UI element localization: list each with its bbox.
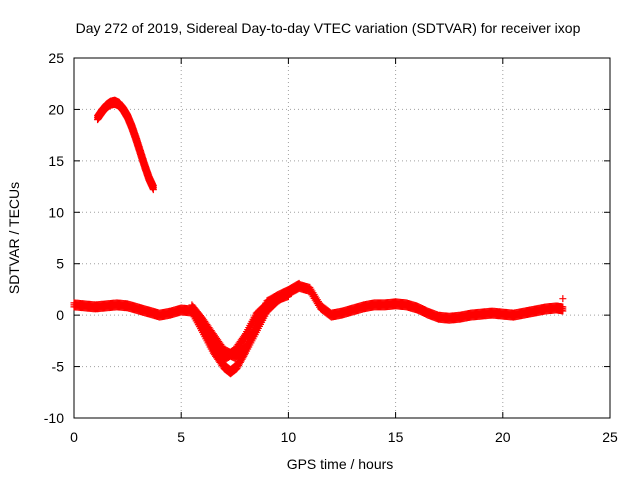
y-tick-label: 5 bbox=[56, 256, 64, 272]
y-tick-label: 10 bbox=[48, 204, 64, 220]
x-tick-label: 20 bbox=[495, 429, 511, 445]
data-series bbox=[70, 96, 567, 378]
y-tick-label: -10 bbox=[44, 410, 64, 426]
y-tick-label: 25 bbox=[48, 50, 64, 66]
x-tick-label: 10 bbox=[281, 429, 297, 445]
x-tick-label: 25 bbox=[602, 429, 618, 445]
y-tick-label: -5 bbox=[52, 359, 65, 375]
data-point bbox=[233, 365, 241, 373]
x-tick-label: 5 bbox=[177, 429, 185, 445]
y-axis-title: SDTVAR / TECUs bbox=[6, 182, 22, 294]
data-point bbox=[237, 357, 245, 365]
y-tick-label: 0 bbox=[56, 307, 64, 323]
data-point bbox=[236, 358, 244, 366]
data-point bbox=[559, 307, 567, 315]
x-tick-label: 0 bbox=[70, 429, 78, 445]
data-point bbox=[235, 361, 243, 369]
series-dip-variant-b bbox=[199, 289, 292, 364]
data-point bbox=[238, 355, 246, 363]
data-point bbox=[149, 186, 157, 194]
axis-ticks bbox=[73, 57, 611, 419]
x-tick-label: 15 bbox=[388, 429, 404, 445]
data-point bbox=[284, 293, 292, 301]
data-point bbox=[240, 335, 248, 343]
y-tick-label: 15 bbox=[48, 153, 64, 169]
y-tick-label: 20 bbox=[48, 101, 64, 117]
data-point bbox=[239, 354, 247, 362]
y-tick-labels: -10 -5 0 5 10 15 20 25 bbox=[44, 50, 64, 426]
series-outlier bbox=[559, 295, 567, 303]
data-point bbox=[236, 360, 244, 368]
chart-title: Day 272 of 2019, Sidereal Day-to-day VTE… bbox=[76, 20, 581, 36]
data-point bbox=[234, 363, 242, 371]
series-main-track bbox=[70, 280, 567, 378]
x-axis-title: GPS time / hours bbox=[287, 456, 394, 472]
data-point bbox=[559, 295, 567, 303]
x-tick-labels: 0 5 10 15 20 25 bbox=[70, 429, 618, 445]
series-upper-arc bbox=[94, 96, 157, 194]
data-point bbox=[295, 283, 303, 291]
plot-frame bbox=[73, 57, 611, 419]
